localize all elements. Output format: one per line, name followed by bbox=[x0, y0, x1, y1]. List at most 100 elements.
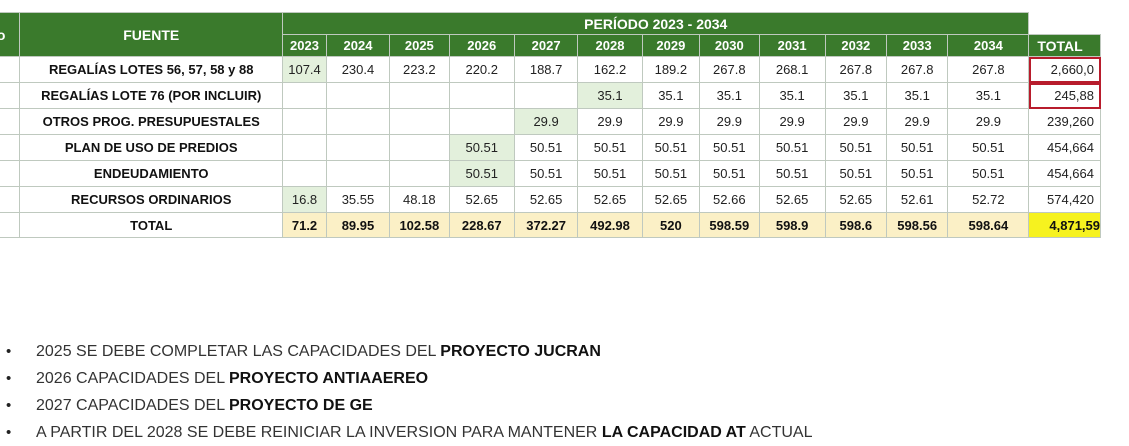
total-value-cell: 598.64 bbox=[947, 212, 1030, 238]
value-cell: 50.51 bbox=[513, 160, 579, 187]
note-emphasis: LA CAPACIDAD AT bbox=[601, 424, 746, 441]
year-header: 2032 bbox=[824, 34, 887, 57]
notes-list: • 2025 SE DEBE COMPLETAR LAS CAPACIDADES … bbox=[6, 338, 812, 446]
note-item: • 2026 CAPACIDADES DEL PROYECTO ANTIAAERE… bbox=[6, 365, 812, 392]
row-total: 454,664 bbox=[1028, 134, 1101, 161]
source-label: ENDEUDAMIENTO bbox=[19, 160, 284, 187]
value-cell: 29.9 bbox=[947, 108, 1030, 135]
value-cell: 16.8 bbox=[282, 186, 327, 213]
value-cell: 29.9 bbox=[758, 108, 826, 135]
value-cell: 35.1 bbox=[699, 82, 760, 109]
value-cell bbox=[389, 160, 450, 187]
year-header: 2031 bbox=[758, 34, 826, 57]
value-cell: 267.8 bbox=[885, 56, 949, 83]
value-cell: 267.8 bbox=[699, 56, 760, 83]
value-cell: 50.51 bbox=[758, 160, 826, 187]
value-cell bbox=[282, 82, 327, 109]
total-value-cell: 228.67 bbox=[448, 212, 515, 238]
value-cell: 50.51 bbox=[947, 134, 1030, 161]
value-cell bbox=[513, 82, 579, 109]
total-row-blank bbox=[0, 212, 21, 238]
total-value-cell: 598.59 bbox=[699, 212, 760, 238]
value-cell bbox=[325, 160, 391, 187]
row-total: 245,88 bbox=[1028, 82, 1101, 109]
source-label: OTROS PROG. PRESUPUESTALES bbox=[19, 108, 284, 135]
table-row: 6ENDEUDAMIENTO50.5150.5150.5150.5150.515… bbox=[0, 160, 1101, 187]
year-header: 2023 bbox=[282, 34, 327, 57]
value-cell: 50.51 bbox=[885, 160, 949, 187]
row-number: 2 bbox=[0, 82, 21, 109]
value-cell bbox=[282, 134, 327, 161]
value-cell: 35.1 bbox=[885, 82, 949, 109]
value-cell bbox=[389, 82, 450, 109]
value-cell: 162.2 bbox=[577, 56, 643, 83]
value-cell: 267.8 bbox=[947, 56, 1030, 83]
year-header: 2026 bbox=[448, 34, 515, 57]
value-cell bbox=[448, 82, 515, 109]
note-text: 2025 SE DEBE COMPLETAR LAS CAPACIDADES D… bbox=[36, 343, 441, 360]
total-value-cell: 102.58 bbox=[389, 212, 450, 238]
value-cell: 50.51 bbox=[577, 160, 643, 187]
value-cell: 35.1 bbox=[824, 82, 887, 109]
row-number: 1 bbox=[0, 56, 21, 83]
note-item: • 2027 CAPACIDADES DEL PROYECTO DE GE bbox=[6, 392, 812, 419]
budget-table: No FUENTE PERÍODO 2023 - 2034 2023202420… bbox=[0, 12, 1101, 238]
row-total: 574,420 bbox=[1028, 186, 1101, 213]
note-text: A PARTIR DEL 2028 SE DEBE REINICIAR LA I… bbox=[36, 424, 602, 441]
row-number: 3 bbox=[0, 108, 21, 135]
table-row: 1REGALÍAS LOTES 56, 57, 58 y 88107.4230.… bbox=[0, 56, 1101, 83]
value-cell: 35.1 bbox=[947, 82, 1030, 109]
total-value-cell: 372.27 bbox=[513, 212, 579, 238]
value-cell bbox=[389, 134, 450, 161]
total-value-cell: 71.2 bbox=[282, 212, 327, 238]
total-label: TOTAL bbox=[19, 212, 284, 238]
note-suffix: ACTUAL bbox=[745, 424, 813, 441]
header-blank bbox=[1028, 12, 1101, 35]
value-cell: 29.9 bbox=[824, 108, 887, 135]
value-cell: 50.51 bbox=[699, 134, 760, 161]
note-text: 2026 CAPACIDADES DEL bbox=[36, 370, 229, 387]
value-cell bbox=[448, 108, 515, 135]
total-value-cell: 520 bbox=[641, 212, 701, 238]
value-cell: 52.72 bbox=[947, 186, 1030, 213]
value-cell: 267.8 bbox=[824, 56, 887, 83]
row-total: 2,660,0 bbox=[1028, 56, 1101, 83]
value-cell: 52.65 bbox=[577, 186, 643, 213]
value-cell: 50.51 bbox=[513, 134, 579, 161]
table-row: 5PLAN DE USO DE PREDIOS50.5150.5150.5150… bbox=[0, 134, 1101, 161]
total-value-cell: 89.95 bbox=[325, 212, 391, 238]
note-emphasis: PROYECTO JUCRAN bbox=[440, 343, 601, 360]
value-cell: 50.51 bbox=[885, 134, 949, 161]
value-cell: 50.51 bbox=[641, 134, 701, 161]
value-cell: 35.55 bbox=[325, 186, 391, 213]
value-cell: 52.65 bbox=[641, 186, 701, 213]
source-label: PLAN DE USO DE PREDIOS bbox=[19, 134, 284, 161]
table-row: 7RECURSOS ORDINARIOS16.835.5548.1852.655… bbox=[0, 186, 1101, 213]
row-total: 239,260 bbox=[1028, 108, 1101, 135]
row-number: 7 bbox=[0, 186, 21, 213]
value-cell: 223.2 bbox=[389, 56, 450, 83]
value-cell: 29.9 bbox=[885, 108, 949, 135]
value-cell: 50.51 bbox=[699, 160, 760, 187]
value-cell: 52.65 bbox=[824, 186, 887, 213]
value-cell: 50.51 bbox=[577, 134, 643, 161]
total-value-cell: 492.98 bbox=[577, 212, 643, 238]
value-cell bbox=[282, 108, 327, 135]
note-emphasis: PROYECTO DE GE bbox=[228, 397, 373, 414]
note-text: 2027 CAPACIDADES DEL bbox=[36, 397, 229, 414]
value-cell: 220.2 bbox=[448, 56, 515, 83]
total-value-cell: 598.56 bbox=[885, 212, 949, 238]
note-item: • A PARTIR DEL 2028 SE DEBE REINICIAR LA … bbox=[6, 419, 812, 446]
row-number: 6 bbox=[0, 160, 21, 187]
row-total: 454,664 bbox=[1028, 160, 1101, 187]
value-cell: 230.4 bbox=[325, 56, 391, 83]
value-cell: 29.9 bbox=[577, 108, 643, 135]
total-value-cell: 598.9 bbox=[758, 212, 826, 238]
value-cell: 29.9 bbox=[699, 108, 760, 135]
value-cell: 29.9 bbox=[513, 108, 579, 135]
value-cell: 189.2 bbox=[641, 56, 701, 83]
no-header: No bbox=[0, 12, 21, 57]
value-cell: 52.61 bbox=[885, 186, 949, 213]
value-cell: 268.1 bbox=[758, 56, 826, 83]
value-cell: 50.51 bbox=[448, 160, 515, 187]
